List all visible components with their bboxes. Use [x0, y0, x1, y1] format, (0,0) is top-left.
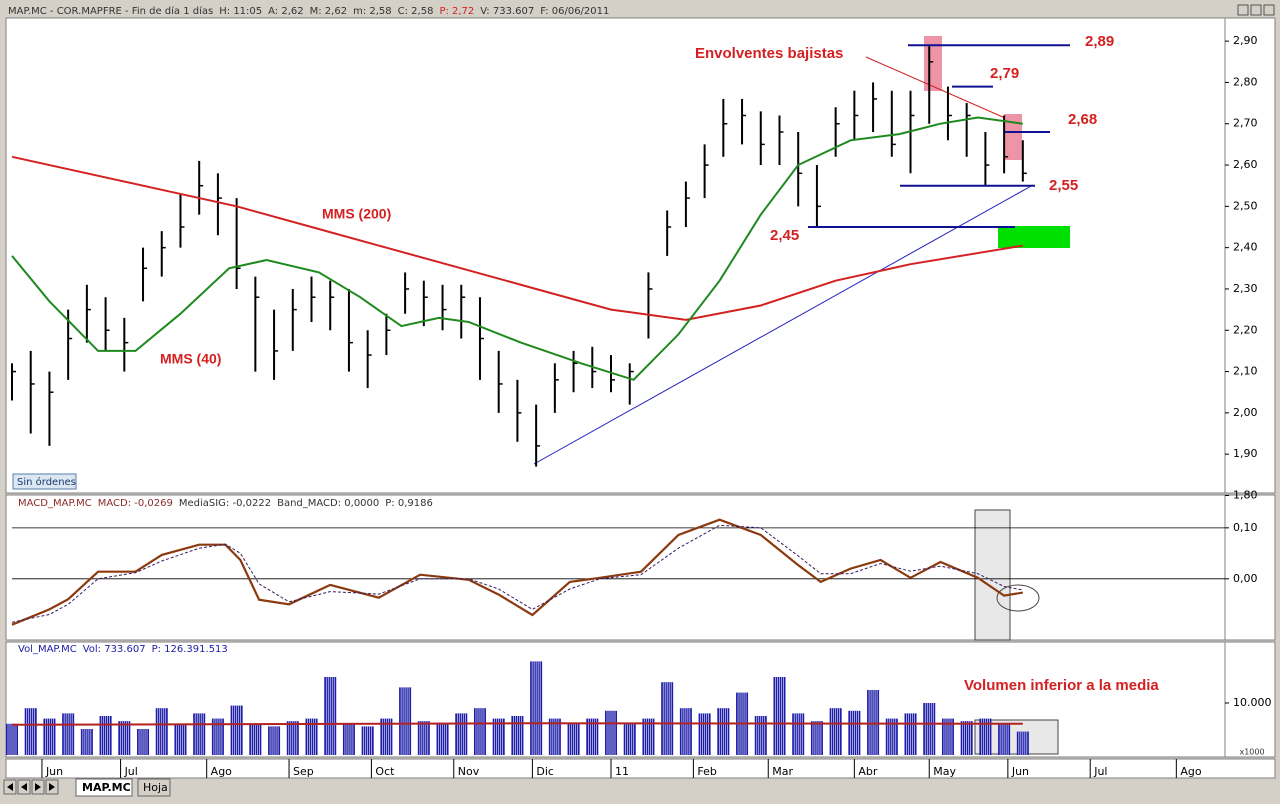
field: H: 11:05	[219, 6, 262, 17]
price-panel	[5, 17, 1226, 494]
x-tick-label: Jul	[124, 765, 138, 778]
field: P: 2,72	[439, 6, 474, 17]
moving-average	[11, 116, 1023, 381]
field: Vol: 733.607	[83, 644, 146, 655]
macd-line	[11, 518, 1023, 626]
field: V: 733.607	[480, 6, 534, 17]
volume-average	[11, 722, 1023, 726]
window-controls	[1237, 4, 1275, 16]
level-label: 2,68	[1068, 111, 1097, 128]
field: C: 2,58	[398, 6, 434, 17]
series-label: MMS (200)	[322, 206, 391, 222]
y-tick-label: 2,30	[1233, 282, 1258, 295]
field: F: 06/06/2011	[540, 6, 609, 17]
x-tick-label: Feb	[697, 765, 716, 778]
y-tick-label: 2,60	[1233, 158, 1258, 171]
tab[interactable]	[137, 778, 171, 797]
annotation: Envolventes bajistas	[695, 45, 843, 62]
y-tick-label: 2,40	[1233, 241, 1258, 254]
symbol: MACD_MAP.MC	[18, 498, 92, 509]
field: P: 126.391.513	[152, 644, 228, 655]
macd-line	[11, 524, 1023, 623]
symbol: Vol_MAP.MC	[18, 644, 77, 655]
field: M: 2,62	[310, 6, 347, 17]
level-label: 2,45	[770, 227, 799, 244]
y-tick-label: 2,10	[1233, 365, 1258, 378]
close-button[interactable]	[1263, 4, 1275, 16]
field: m: 2,58	[353, 6, 392, 17]
moving-average	[11, 155, 1023, 321]
x-tick-label: Sep	[293, 765, 314, 778]
toolbar: MAP.MC Hoja	[3, 778, 171, 797]
macd-highlight	[974, 509, 1011, 641]
plot-layer: 1,80 1,90 2,00 2,10 2,20 2,30 2,40 2,50 2,60 2,70…	[6, 33, 1272, 778]
field: Band_MACD: 0,0000	[277, 498, 379, 509]
tab[interactable]	[75, 778, 133, 797]
x-tick-label: Oct	[375, 765, 395, 778]
x-tick-label: Dic	[536, 765, 554, 778]
status-text: Sin órdenes	[17, 476, 76, 488]
highlight-box	[1004, 114, 1022, 160]
pointer-line	[865, 56, 1006, 119]
y-tick-label: 2,00	[1233, 406, 1258, 419]
x-tick-label: 11	[615, 765, 629, 778]
status-box[interactable]	[12, 473, 77, 490]
x-tick-label: Abr	[858, 765, 878, 778]
tab-label: Hoja	[143, 781, 168, 794]
volume-axis	[1224, 641, 1276, 758]
level-label: 2,55	[1049, 177, 1078, 194]
y-tick-label: 2,90	[1233, 34, 1258, 47]
x-tick-label: Ago	[211, 765, 233, 778]
y-tick-label: 2,70	[1233, 117, 1258, 130]
x-tick-label: Nov	[458, 765, 480, 778]
y-tick-label: 10.000	[1233, 696, 1272, 709]
series-label: MMS (40)	[160, 351, 221, 367]
y-tick-label: 0,10	[1233, 521, 1258, 534]
x-tick-label: Jun	[1011, 765, 1029, 778]
field: MediaSIG: -0,0222	[179, 498, 271, 509]
y-tick-label: 2,50	[1233, 199, 1258, 212]
tab-label: MAP.MC	[82, 781, 131, 794]
price-axis	[1224, 17, 1276, 494]
y-tick-label: 1,80	[1233, 488, 1258, 501]
field: MACD: -0,0269	[98, 498, 173, 509]
x-tick-label: Jul	[1093, 765, 1107, 778]
macd-panel	[5, 494, 1226, 641]
y-tick-label: 1,90	[1233, 447, 1258, 460]
y-tick-label: 0,00	[1233, 572, 1258, 585]
time-axis	[5, 758, 1276, 779]
level-label: 2,89	[1085, 33, 1114, 50]
trend-line	[533, 184, 1034, 465]
y-tick-label: 2,80	[1233, 75, 1258, 88]
price-header: MAP.MC - COR.MAPFRE - Fin de día 1 días H…	[8, 5, 609, 17]
unit-label: x1000	[1239, 748, 1264, 757]
annotation: Volumen inferior a la media	[964, 677, 1159, 694]
y-tick-label: 2,20	[1233, 323, 1258, 336]
minimize-button[interactable]	[1237, 4, 1249, 16]
highlight-box	[924, 36, 942, 91]
macd-axis	[1224, 494, 1276, 641]
macd-circle	[996, 584, 1040, 612]
x-tick-label: Jun	[45, 765, 63, 778]
x-tick-label: May	[933, 765, 956, 778]
symbol: MAP.MC - COR.MAPFRE - Fin de día 1 días	[8, 5, 213, 17]
volume-header: Vol_MAP.MC Vol: 733.607 P: 126.391.513	[18, 644, 228, 655]
macd-header: MACD_MAP.MC MACD: -0,0269 MediaSIG: -0,022…	[18, 498, 433, 509]
level-label: 2,79	[990, 65, 1019, 82]
maximize-button[interactable]	[1250, 4, 1262, 16]
target-box	[998, 226, 1070, 248]
x-tick-label: Mar	[772, 765, 793, 778]
field: A: 2,62	[268, 6, 303, 17]
field: P: 0,9186	[385, 498, 433, 509]
x-tick-label: Ago	[1180, 765, 1202, 778]
